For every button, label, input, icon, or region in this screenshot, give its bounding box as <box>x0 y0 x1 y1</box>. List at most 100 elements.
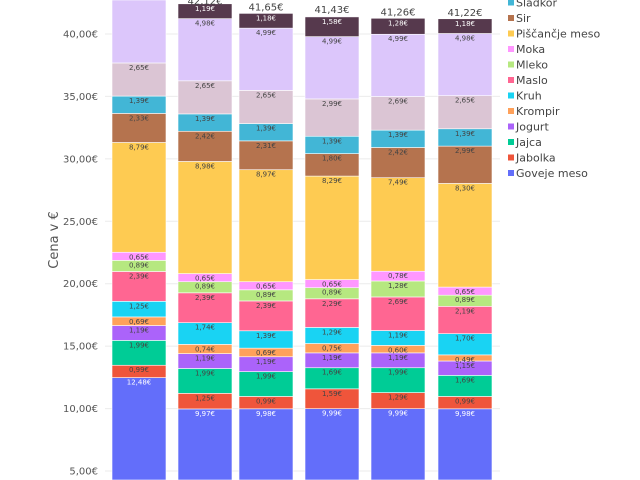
legend-swatch <box>508 46 514 52</box>
segment-value-label: 0,99€ <box>129 366 149 374</box>
segment-value-label: 4,99€ <box>322 38 342 46</box>
segment-value-label: 2,65€ <box>455 97 475 105</box>
legend-swatch <box>508 139 514 145</box>
segment-value-label: 4,99€ <box>388 35 408 43</box>
legend-entry: Piščančje meso <box>516 28 601 41</box>
bar-segment <box>370 296 426 331</box>
bar-segment <box>238 169 294 283</box>
segment-value-label: 2,33€ <box>129 114 149 122</box>
segment-value-label: 1,39€ <box>388 131 408 139</box>
bar-segment <box>370 147 426 179</box>
bar-segment <box>304 98 360 137</box>
segment-value-label: 1,99€ <box>129 341 149 349</box>
segment-value-label: 2,69€ <box>388 298 408 306</box>
y-tick-label: 40,00€ <box>63 30 98 41</box>
legend-swatch <box>508 30 514 37</box>
legend-swatch <box>508 92 514 99</box>
legend-swatch <box>508 170 514 176</box>
bar-segment <box>238 13 294 29</box>
segment-labels: 12,48€0,99€1,99€1,19€0,69€1,25€2,39€0,89… <box>127 5 475 418</box>
bar-segment <box>177 292 233 323</box>
segment-value-label: 2,31€ <box>256 142 276 150</box>
segment-value-label: 1,80€ <box>322 155 342 163</box>
bar-segment <box>111 113 167 143</box>
y-tick-label: 5,00€ <box>69 467 98 478</box>
segment-value-label: 0,99€ <box>455 397 475 405</box>
segment-value-label: 2,99€ <box>455 147 475 155</box>
segment-value-label: 9,98€ <box>455 410 475 418</box>
bar-segment <box>304 36 360 100</box>
segment-value-label: 2,65€ <box>129 64 149 72</box>
grid-lines <box>105 33 500 472</box>
bar-segment <box>437 18 493 34</box>
bar-segment <box>370 177 426 272</box>
segment-value-label: 8,79€ <box>129 144 149 152</box>
bar-segment <box>111 377 167 480</box>
segment-value-label: 1,19€ <box>129 327 149 335</box>
bar-segment <box>111 0 167 64</box>
segment-value-label: 1,39€ <box>256 125 276 133</box>
segment-value-label: 1,39€ <box>256 332 276 340</box>
legend-entry: Maslo <box>516 74 548 87</box>
bar-segment <box>238 371 294 397</box>
segment-value-label: 1,15€ <box>455 362 475 370</box>
segment-value-label: 0,78€ <box>388 272 408 280</box>
segment-value-label: 1,99€ <box>195 369 215 377</box>
segment-value-label: 4,98€ <box>195 20 215 28</box>
segment-value-label: 4,99€ <box>256 29 276 37</box>
bar-segment <box>177 408 233 480</box>
segment-value-label: 2,42€ <box>195 132 215 140</box>
bar-segment <box>177 18 233 82</box>
segment-value-label: 1,19€ <box>388 332 408 340</box>
segment-value-label: 1,28€ <box>388 282 408 290</box>
y-tick-label: 25,00€ <box>63 217 98 228</box>
bars <box>111 0 493 480</box>
segment-value-label: 1,70€ <box>455 335 475 343</box>
segment-value-label: 1,74€ <box>195 324 215 332</box>
segment-value-label: 2,29€ <box>322 300 342 308</box>
segment-value-label: 0,74€ <box>195 345 215 353</box>
bar-segment <box>304 298 360 328</box>
segment-value-label: 0,69€ <box>129 318 149 326</box>
bar-total-label: 41,26€ <box>381 7 416 18</box>
segment-value-label: 2,42€ <box>388 148 408 156</box>
legend-entry: Moka <box>516 43 545 56</box>
segment-value-label: 0,89€ <box>455 296 475 304</box>
bar-segment <box>304 175 360 280</box>
segment-value-label: 1,29€ <box>322 328 342 336</box>
bar-segment <box>177 368 233 394</box>
segment-value-label: 2,99€ <box>322 100 342 108</box>
segment-value-label: 1,99€ <box>256 373 276 381</box>
legend-entry: Jajca <box>515 136 542 149</box>
segment-value-label: 0,89€ <box>256 291 276 299</box>
segment-value-label: 2,69€ <box>388 98 408 106</box>
bar-segment <box>304 16 360 37</box>
segment-value-label: 2,39€ <box>256 302 276 310</box>
y-tick-label: 10,00€ <box>63 404 98 415</box>
segment-value-label: 8,98€ <box>195 162 215 170</box>
segment-value-label: 1,25€ <box>195 394 215 402</box>
legend-entry: Sladkor <box>516 0 557 10</box>
segment-value-label: 1,29€ <box>388 394 408 402</box>
legend-swatch <box>508 123 514 130</box>
bar-segment <box>238 140 294 171</box>
segment-value-label: 0,60€ <box>388 346 408 354</box>
bar-segment <box>370 96 426 131</box>
segment-value-label: 2,65€ <box>256 91 276 99</box>
segment-value-label: 1,99€ <box>388 369 408 377</box>
bar-segment <box>177 3 233 19</box>
bar-segment <box>437 145 493 184</box>
bar-segment <box>177 161 233 274</box>
segment-value-label: 1,39€ <box>322 137 342 145</box>
legend-entry: Goveje meso <box>516 167 588 180</box>
bar-segment <box>370 408 426 480</box>
segment-value-label: 2,39€ <box>129 272 149 280</box>
legend: Sladkor Sir Piščančje meso Moka Mleko Maslo Kr… <box>508 0 601 180</box>
bar-segment <box>370 17 426 35</box>
bar-segment <box>437 183 493 288</box>
legend-swatch <box>508 77 514 83</box>
segment-value-label: 0,65€ <box>455 288 475 296</box>
segment-value-label: 1,69€ <box>322 369 342 377</box>
y-axis-ticks: 5,00€ 10,00€ 15,00€ 20,00€ 25,00€ 30,00€ 35,00… <box>63 30 98 478</box>
segment-value-label: 4,98€ <box>455 35 475 43</box>
